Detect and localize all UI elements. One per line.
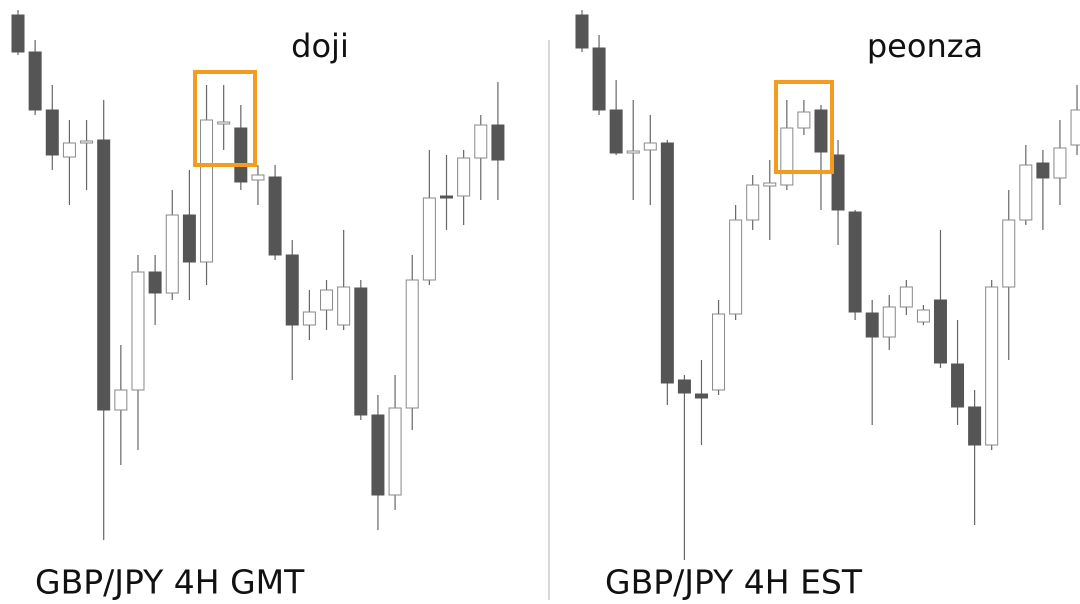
candle-body	[11, 14, 25, 53]
candle-body	[200, 119, 214, 263]
candle-body	[1053, 147, 1067, 179]
chart-caption: GBP/JPY 4H GMT	[35, 563, 305, 602]
candle-body	[916, 309, 930, 323]
candle-body	[422, 197, 436, 281]
candle-body	[148, 271, 162, 294]
candle-body	[405, 279, 419, 409]
candle-body	[1036, 162, 1050, 179]
candle-body	[933, 299, 947, 364]
candle-body	[491, 124, 505, 161]
candle-body	[968, 406, 982, 446]
chart-title: doji	[291, 27, 349, 65]
candle-body	[474, 124, 488, 159]
candle-body	[457, 157, 471, 197]
candle-body	[114, 389, 128, 411]
candle-body	[848, 211, 862, 313]
candle-body	[285, 254, 299, 326]
candle-body	[899, 286, 913, 308]
candle-body	[217, 121, 231, 125]
candle-body	[882, 306, 896, 338]
candle-body	[354, 287, 368, 416]
candle-body	[182, 214, 196, 263]
candle-body	[797, 111, 811, 129]
candle-body	[268, 176, 282, 256]
candle-body	[677, 379, 691, 394]
candle-body	[626, 150, 640, 154]
highlight-box	[774, 80, 834, 174]
candle-body	[814, 109, 828, 153]
candle-body	[234, 127, 248, 183]
chart-caption: GBP/JPY 4H EST	[605, 563, 863, 602]
candle-body	[831, 154, 845, 211]
candle-body	[609, 109, 623, 154]
candle-body	[763, 182, 777, 187]
candle-body	[951, 363, 965, 408]
candle-body	[28, 51, 42, 111]
candle-body	[694, 393, 708, 399]
chart-title: peonza	[867, 27, 983, 65]
candle-body	[1002, 219, 1016, 288]
candle-body	[592, 47, 606, 111]
candle-body	[302, 311, 316, 326]
candle-body	[729, 219, 743, 315]
candle-body	[712, 313, 726, 391]
candle-body	[440, 195, 453, 199]
candle-body	[746, 184, 760, 221]
candle-body	[371, 414, 385, 496]
candle-body	[80, 140, 94, 144]
candle-body	[1070, 109, 1080, 146]
candle-body	[251, 174, 265, 181]
candle-body	[320, 289, 334, 311]
candle-body	[62, 142, 76, 158]
candle-body	[660, 142, 674, 384]
candle-body	[985, 286, 999, 446]
highlight-box	[193, 70, 257, 167]
candle-body	[643, 142, 657, 151]
candle-body	[1019, 164, 1033, 221]
candle-body	[45, 109, 59, 156]
candle-body	[131, 271, 145, 391]
candle-body	[865, 312, 879, 338]
candle-body	[97, 139, 111, 411]
candle-body	[780, 127, 794, 186]
candle-body	[165, 214, 179, 294]
candle-body	[337, 286, 351, 326]
candle-body	[575, 14, 589, 49]
candle-body	[388, 407, 402, 496]
